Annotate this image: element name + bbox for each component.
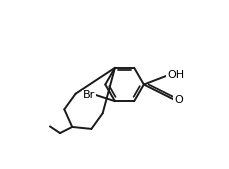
Text: OH: OH bbox=[167, 70, 184, 80]
Text: O: O bbox=[174, 95, 183, 105]
Text: Br: Br bbox=[82, 90, 95, 100]
